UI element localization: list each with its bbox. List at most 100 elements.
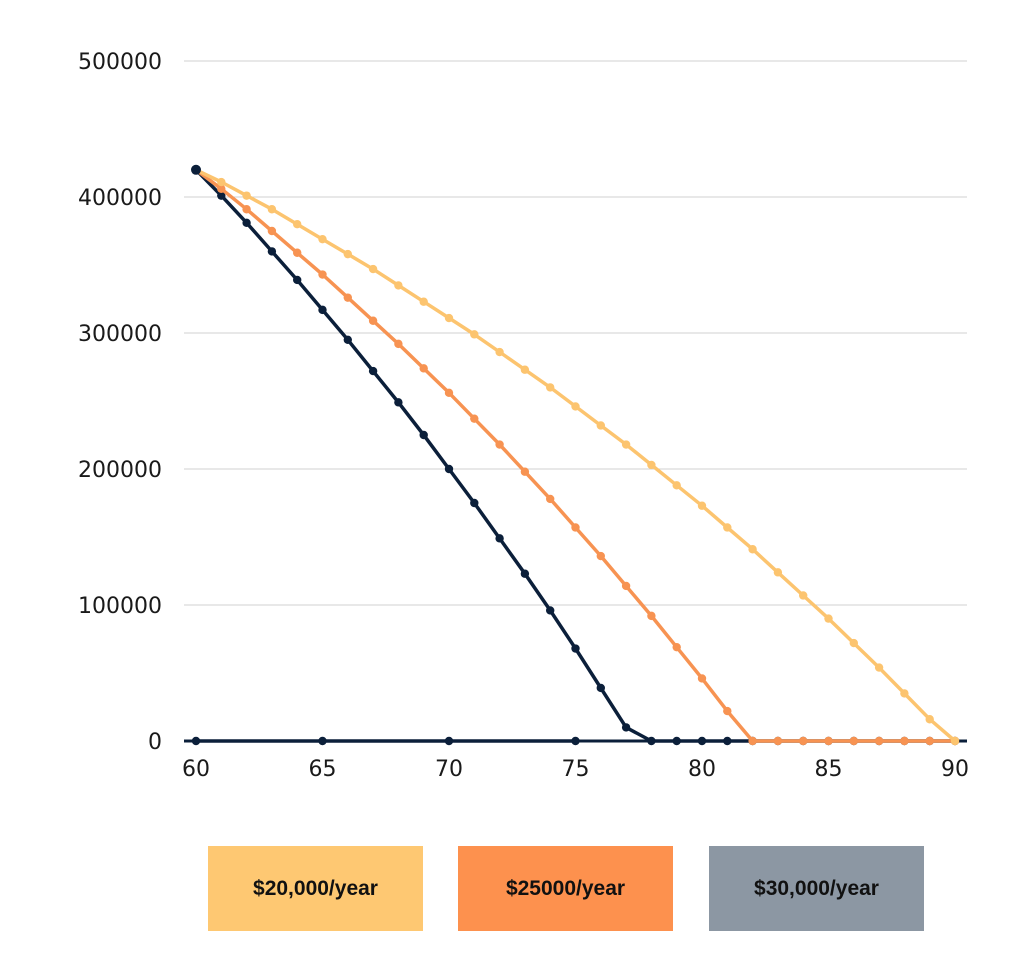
data-point	[571, 523, 580, 532]
series-line	[194, 168, 957, 743]
data-point	[520, 467, 530, 476]
data-point	[672, 736, 681, 746]
label-layer: 0 100000 200000 300000 400000 500000 60 65 70 75 8…	[78, 50, 969, 782]
data-point	[368, 264, 378, 274]
data-point	[571, 644, 580, 653]
data-point	[217, 191, 226, 200]
data-point	[293, 248, 302, 257]
series-line	[194, 168, 957, 743]
data-point	[824, 736, 833, 746]
x-tick-label: 70	[435, 757, 463, 782]
series-line	[194, 168, 957, 743]
legend-item: $25000/year	[458, 846, 673, 931]
legend-label: $25000/year	[505, 876, 626, 900]
data-point	[293, 275, 302, 285]
data-point	[520, 365, 530, 374]
data-point	[394, 398, 403, 407]
data-point	[950, 736, 960, 746]
data-point	[799, 736, 808, 746]
data-point	[444, 388, 454, 398]
data-point	[217, 184, 226, 194]
data-point	[748, 736, 757, 746]
x-tick-label: 75	[562, 757, 590, 782]
data-point	[318, 305, 327, 315]
data-point	[596, 421, 605, 430]
data-point	[621, 581, 631, 591]
data-point	[546, 494, 555, 504]
data-point	[874, 736, 884, 746]
data-point	[596, 551, 605, 561]
data-point	[672, 481, 681, 490]
data-point	[318, 270, 327, 279]
data-point	[343, 249, 352, 259]
y-tick-label: 100000	[78, 594, 162, 619]
data-point	[242, 218, 251, 228]
data-point	[925, 736, 934, 746]
data-point	[368, 366, 378, 376]
series-25000-year	[191, 165, 960, 746]
legend-item: $30,000/year	[709, 846, 924, 931]
data-point	[647, 460, 656, 470]
data-point	[748, 545, 757, 554]
data-point	[697, 736, 707, 746]
x-tick-label: 90	[941, 757, 969, 782]
data-point	[343, 335, 352, 344]
data-point	[394, 281, 403, 290]
data-point	[672, 642, 681, 652]
data-point	[419, 297, 428, 306]
data-point	[394, 339, 403, 349]
data-point	[874, 663, 884, 672]
legend-label: $20,000/year	[253, 876, 378, 900]
data-point	[900, 689, 909, 698]
data-point	[470, 414, 479, 423]
data-point	[546, 383, 555, 392]
data-point	[318, 234, 327, 244]
data-point	[470, 330, 479, 339]
data-point	[925, 715, 934, 724]
data-point	[799, 591, 808, 600]
data-point	[318, 736, 327, 746]
y-tick-label: 0	[148, 730, 162, 755]
data-point	[444, 313, 454, 323]
series-baseline	[191, 736, 580, 746]
data-point	[293, 220, 302, 229]
data-point	[723, 706, 732, 716]
data-point	[571, 402, 580, 411]
data-point	[191, 164, 201, 175]
data-point	[217, 177, 226, 187]
data-point	[546, 606, 555, 615]
data-point	[900, 736, 909, 746]
data-point	[495, 534, 504, 543]
data-point	[444, 736, 454, 746]
data-point	[419, 430, 428, 440]
y-tick-label: 200000	[78, 458, 162, 483]
data-point	[773, 568, 783, 577]
data-point	[191, 736, 201, 746]
data-point	[242, 205, 251, 214]
x-tick-label: 65	[309, 757, 337, 782]
data-point	[849, 638, 858, 648]
data-point	[697, 674, 707, 683]
data-point	[444, 464, 454, 474]
data-point	[824, 614, 833, 623]
data-point	[596, 683, 605, 693]
data-point	[723, 523, 732, 532]
series-layer	[191, 164, 960, 746]
data-point	[419, 364, 428, 373]
data-point	[368, 316, 378, 325]
data-point	[773, 736, 783, 746]
data-point	[343, 293, 352, 302]
data-point	[520, 569, 530, 578]
data-point	[697, 501, 707, 510]
data-point	[621, 723, 631, 732]
data-point	[647, 611, 656, 621]
data-point	[267, 226, 277, 236]
y-tick-label: 500000	[78, 50, 162, 75]
data-point	[267, 205, 277, 214]
grid-layer	[184, 60, 967, 606]
data-point	[621, 440, 631, 449]
data-point	[495, 440, 504, 449]
series-20-000-year	[191, 165, 960, 746]
